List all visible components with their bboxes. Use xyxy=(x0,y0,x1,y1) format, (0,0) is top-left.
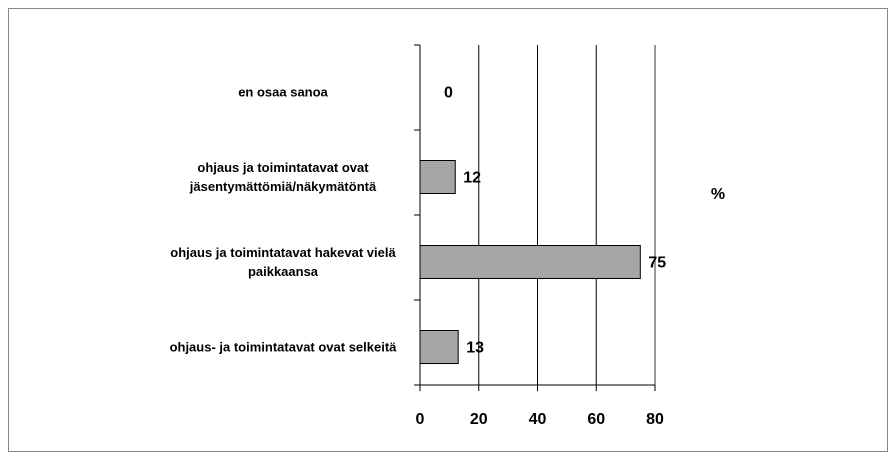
x-tick-label: 80 xyxy=(646,411,664,428)
bar xyxy=(419,160,456,194)
bar xyxy=(419,245,641,279)
data-label: 0 xyxy=(444,85,453,102)
x-tick-label: 20 xyxy=(470,411,488,428)
x-tick-label: 0 xyxy=(416,411,425,428)
x-tick-label: 40 xyxy=(529,411,547,428)
x-axis-label: % xyxy=(711,186,725,203)
y-tick-label: en osaa sanoa xyxy=(238,84,328,99)
x-tick-label: 60 xyxy=(587,411,605,428)
y-tick-label: ohjaus- ja toimintatavat ovat selkeitä xyxy=(169,339,397,354)
y-tick-label: ohjaus ja toimintatavat hakevat vielä pa… xyxy=(170,244,396,279)
y-tick-label: ohjaus ja toimintatavat ovat jäsentymätt… xyxy=(189,159,377,194)
bar xyxy=(419,330,459,364)
data-label: 75 xyxy=(648,255,666,272)
frame xyxy=(8,8,888,452)
data-label: 13 xyxy=(466,340,484,357)
data-label: 12 xyxy=(463,170,481,187)
